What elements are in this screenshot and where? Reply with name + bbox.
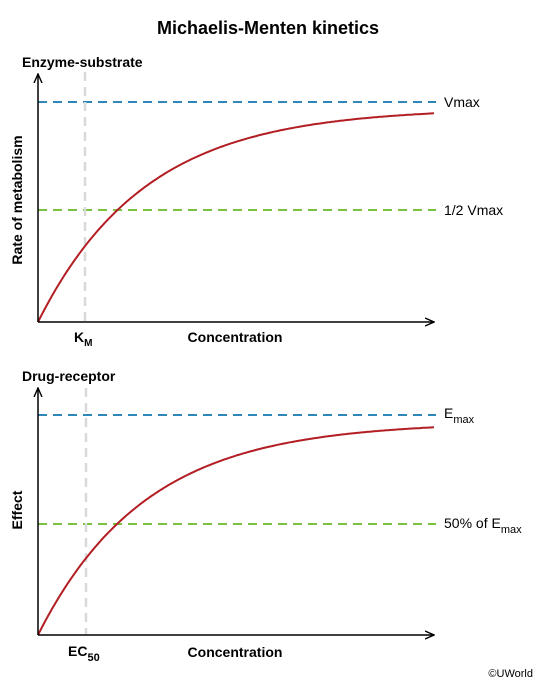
- drug-receptor-curve: [37, 426, 435, 636]
- km-label: KM: [74, 329, 92, 349]
- x-axis-label: Concentration: [188, 644, 283, 660]
- enzyme-substrate-curve: [37, 112, 435, 323]
- panel-label-enzyme-substrate: Enzyme-substrate: [22, 54, 143, 70]
- half-emax-label: 50% of Emax: [444, 515, 522, 536]
- half-vmax-label: 1/2 Vmax: [444, 202, 503, 218]
- emax-label: Emax: [444, 405, 475, 426]
- vmax-label: Vmax: [444, 94, 480, 110]
- copyright-notice: ©UWorld: [488, 668, 533, 680]
- figure-title: Michaelis-Menten kinetics: [157, 18, 379, 38]
- x-axis-label: Concentration: [188, 329, 283, 345]
- panel-label-drug-receptor: Drug-receptor: [22, 368, 116, 384]
- y-axis-label: Rate of metabolism: [9, 135, 25, 264]
- y-axis-label: Effect: [9, 490, 25, 529]
- ec50-label: EC50: [68, 643, 100, 664]
- enzyme-substrate-panel: Enzyme-substrate Rate of metabolism Conc…: [9, 54, 503, 349]
- drug-receptor-panel: Drug-receptor Effect Concentration EC50 …: [9, 368, 522, 664]
